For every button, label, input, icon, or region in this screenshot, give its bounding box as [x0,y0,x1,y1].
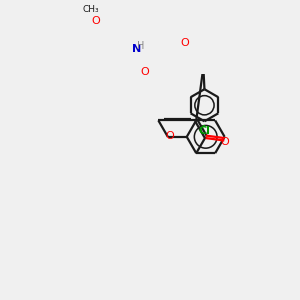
Text: O: O [220,137,229,147]
Text: O: O [166,131,174,141]
Text: O: O [180,38,189,48]
Text: N: N [132,44,141,54]
Text: O: O [91,16,100,26]
Text: O: O [141,67,150,76]
Text: Cl: Cl [199,126,210,136]
Text: CH₃: CH₃ [82,5,99,14]
Text: H: H [137,41,144,51]
